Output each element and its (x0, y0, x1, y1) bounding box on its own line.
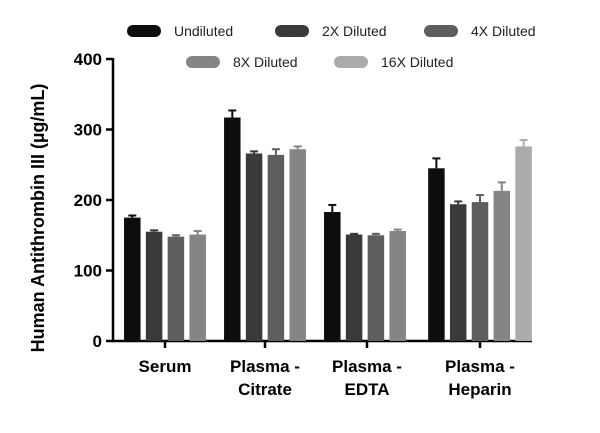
x-axis: Serum Plasma - Citrate Plasma - EDTA Plasma -… (112, 339, 532, 399)
bar (189, 234, 206, 341)
legend-label: 8X Diluted (233, 54, 298, 70)
bar (167, 236, 185, 341)
bar (224, 117, 241, 341)
x-category-label: Citrate (238, 380, 292, 399)
x-category-label: Plasma - (230, 357, 300, 376)
legend-swatch (127, 25, 161, 37)
bar (449, 204, 467, 341)
y-axis: 0 100 200 300 400 (74, 50, 115, 351)
legend-label: Undiluted (174, 23, 233, 39)
bar (493, 190, 511, 341)
legend-label: 4X Diluted (471, 23, 536, 39)
x-category-label: Serum (139, 357, 192, 376)
y-axis-title: Human Antithrombin III (µg/mL) (28, 84, 48, 353)
x-category-label: Heparin (448, 380, 511, 399)
legend-swatch (334, 56, 368, 68)
x-category-label: Plasma - (445, 357, 515, 376)
y-tick-label: 300 (74, 121, 102, 140)
bar (145, 231, 163, 341)
y-tick-label: 200 (74, 191, 102, 210)
legend: Undiluted 2X Diluted 4X Diluted 8X Diluted 1… (127, 23, 536, 70)
y-tick-label: 0 (93, 332, 102, 351)
legend-swatch (424, 25, 458, 37)
x-category-label: Plasma - (332, 357, 402, 376)
bar (267, 154, 285, 341)
bar (124, 217, 141, 341)
bar (389, 231, 406, 341)
bar (515, 146, 532, 341)
y-tick-label: 100 (74, 262, 102, 281)
bar (245, 153, 263, 341)
bar (471, 202, 489, 341)
legend-label: 2X Diluted (322, 23, 387, 39)
bars (124, 109, 532, 341)
legend-swatch (275, 25, 309, 37)
x-category-label: EDTA (344, 380, 389, 399)
legend-label: 16X Diluted (381, 54, 453, 70)
bar (345, 234, 363, 341)
legend-swatch (186, 56, 220, 68)
bar (367, 235, 385, 341)
y-tick-label: 400 (74, 50, 102, 69)
bar (324, 211, 341, 341)
bar (428, 168, 445, 341)
bar (289, 149, 306, 341)
